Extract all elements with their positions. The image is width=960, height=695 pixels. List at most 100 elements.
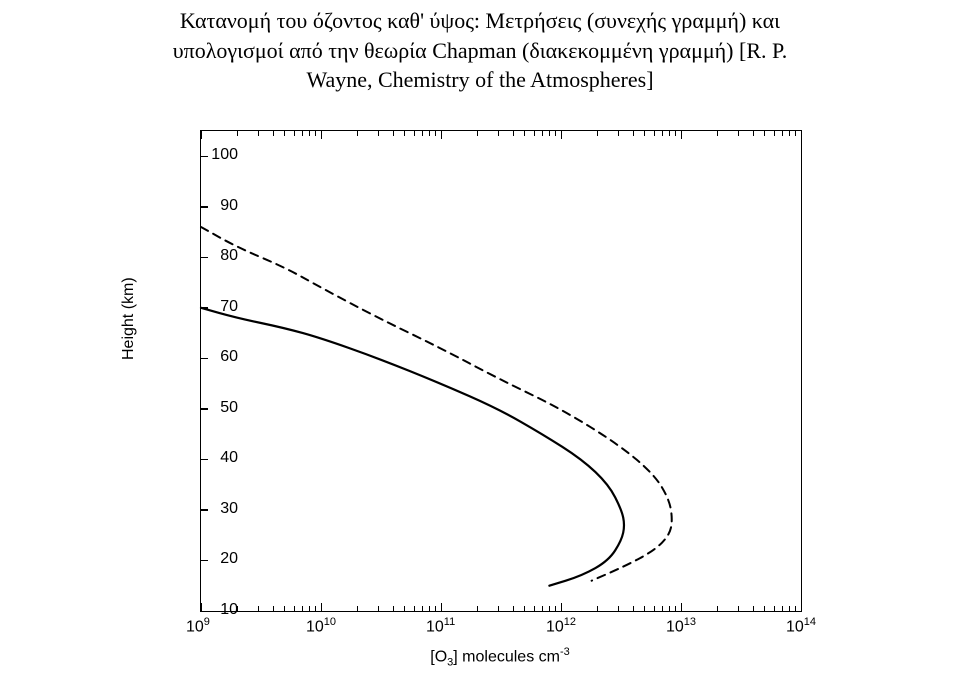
x-minor-tick-top — [258, 131, 259, 136]
x-minor-tick-top — [764, 131, 765, 136]
plot-area — [200, 130, 802, 612]
series-chapman-theory — [201, 227, 672, 581]
x-minor-tick-top — [414, 131, 415, 136]
x-minor-tick — [534, 606, 535, 611]
x-tick — [561, 603, 563, 611]
y-tick-label: 100 — [198, 146, 238, 164]
x-minor-tick — [644, 606, 645, 611]
title-line-2: υπολογισμοί από την θεωρία Chapman (διακ… — [173, 38, 788, 63]
chart-svg — [201, 131, 801, 611]
y-tick-label: 40 — [198, 449, 238, 467]
x-minor-tick — [555, 606, 556, 611]
x-minor-tick — [597, 606, 598, 611]
x-minor-tick-top — [477, 131, 478, 136]
x-minor-tick-top — [738, 131, 739, 136]
x-minor-tick-top — [357, 131, 358, 136]
y-tick-label: 20 — [198, 550, 238, 568]
x-minor-tick — [753, 606, 754, 611]
x-minor-tick-top — [675, 131, 676, 136]
x-tick — [801, 603, 803, 611]
x-tick-top — [201, 131, 203, 139]
x-minor-tick — [422, 606, 423, 611]
x-tick-top — [681, 131, 683, 139]
y-tick-label: 70 — [198, 298, 238, 316]
x-minor-tick-top — [524, 131, 525, 136]
x-minor-tick — [549, 606, 550, 611]
x-minor-tick — [513, 606, 514, 611]
x-minor-tick-top — [513, 131, 514, 136]
x-minor-tick-top — [294, 131, 295, 136]
x-minor-tick — [477, 606, 478, 611]
x-minor-tick — [435, 606, 436, 611]
x-minor-tick — [764, 606, 765, 611]
x-minor-tick-top — [309, 131, 310, 136]
x-minor-tick-top — [753, 131, 754, 136]
x-minor-tick-top — [669, 131, 670, 136]
x-minor-tick — [633, 606, 634, 611]
x-minor-tick — [357, 606, 358, 611]
x-minor-tick — [273, 606, 274, 611]
y-tick-label: 80 — [198, 247, 238, 265]
x-minor-tick-top — [774, 131, 775, 136]
x-minor-tick — [404, 606, 405, 611]
x-tick-label: 1011 — [426, 616, 455, 636]
x-minor-tick-top — [273, 131, 274, 136]
x-minor-tick-top — [555, 131, 556, 136]
x-minor-tick — [717, 606, 718, 611]
x-minor-tick-top — [393, 131, 394, 136]
x-minor-tick — [675, 606, 676, 611]
x-tick-label: 1013 — [666, 616, 696, 636]
x-minor-tick-top — [662, 131, 663, 136]
x-minor-tick-top — [435, 131, 436, 136]
x-minor-tick-top — [284, 131, 285, 136]
x-minor-tick — [618, 606, 619, 611]
x-minor-tick-top — [315, 131, 316, 136]
y-tick-label: 60 — [198, 348, 238, 366]
x-minor-tick-top — [633, 131, 634, 136]
y-tick-label: 50 — [198, 399, 238, 417]
x-minor-tick — [414, 606, 415, 611]
x-minor-tick — [738, 606, 739, 611]
x-minor-tick — [378, 606, 379, 611]
title-line-1: Κατανομή του όζοντος καθ' ύψος: Μετρήσει… — [180, 8, 780, 33]
x-minor-tick-top — [498, 131, 499, 136]
x-minor-tick-top — [782, 131, 783, 136]
x-tick-top — [561, 131, 563, 139]
x-minor-tick-top — [597, 131, 598, 136]
x-minor-tick — [498, 606, 499, 611]
x-minor-tick — [789, 606, 790, 611]
x-minor-tick — [795, 606, 796, 611]
x-minor-tick-top — [789, 131, 790, 136]
x-minor-tick — [309, 606, 310, 611]
x-minor-tick-top — [302, 131, 303, 136]
x-minor-tick-top — [422, 131, 423, 136]
x-tick-top — [441, 131, 443, 139]
x-minor-tick — [782, 606, 783, 611]
x-minor-tick-top — [654, 131, 655, 136]
x-tick-label: 1010 — [306, 616, 336, 636]
x-minor-tick — [429, 606, 430, 611]
x-axis-label: [O3] molecules cm-3 — [200, 646, 800, 669]
ozone-height-chart: Height (km) [O3] molecules cm-3 10203040… — [110, 120, 850, 675]
x-tick — [321, 603, 323, 611]
x-minor-tick — [393, 606, 394, 611]
x-tick — [441, 603, 443, 611]
x-minor-tick-top — [534, 131, 535, 136]
page-title: Κατανομή του όζοντος καθ' ύψος: Μετρήσει… — [0, 0, 960, 95]
x-minor-tick — [669, 606, 670, 611]
x-minor-tick — [662, 606, 663, 611]
x-minor-tick-top — [549, 131, 550, 136]
x-tick — [681, 603, 683, 611]
y-tick-label: 90 — [198, 197, 238, 215]
x-tick-label: 1012 — [546, 616, 576, 636]
x-tick-label: 109 — [186, 616, 210, 636]
series-measurements — [201, 308, 624, 586]
x-tick-top — [321, 131, 323, 139]
y-axis-label: Height (km) — [120, 277, 138, 360]
x-minor-tick — [302, 606, 303, 611]
y-tick-label: 30 — [198, 500, 238, 518]
x-minor-tick — [258, 606, 259, 611]
x-minor-tick-top — [644, 131, 645, 136]
x-minor-tick-top — [542, 131, 543, 136]
x-minor-tick — [774, 606, 775, 611]
